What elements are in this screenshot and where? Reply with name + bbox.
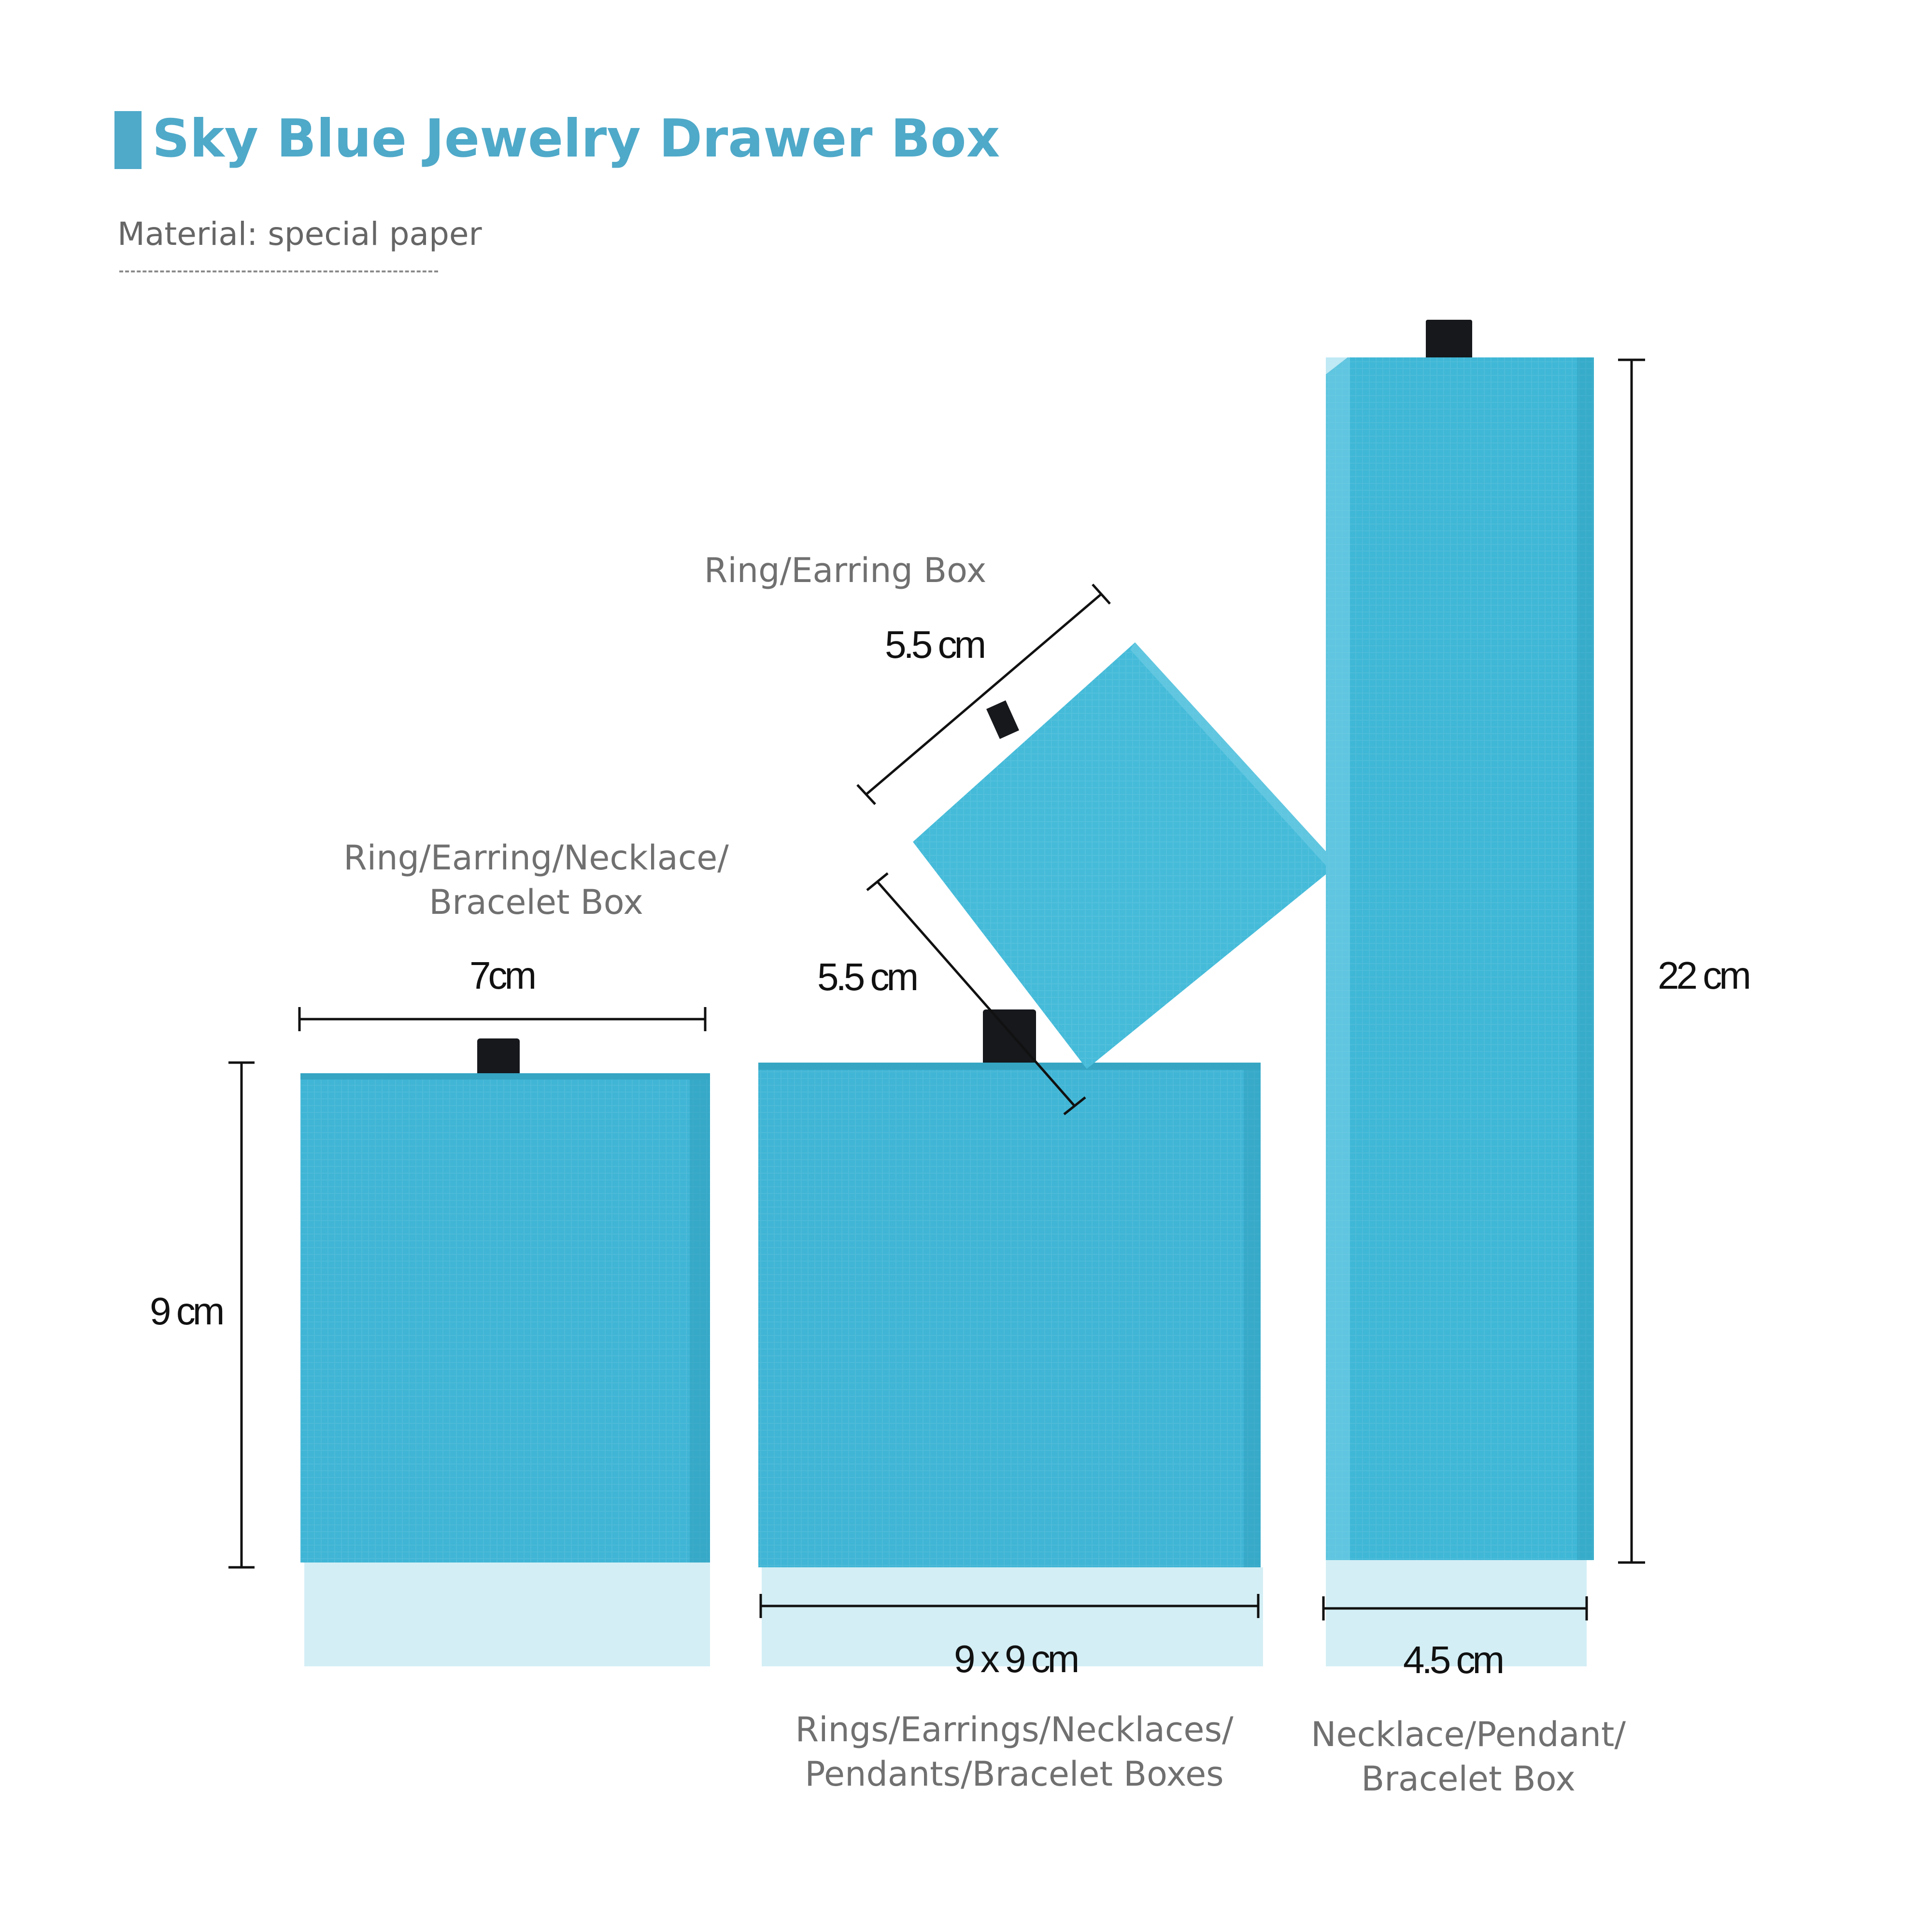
small-box-height-dimension: 9 cm xyxy=(150,1290,225,1333)
material-divider xyxy=(119,270,438,272)
mini-box-width-dimension: 5.5 cm xyxy=(885,623,986,666)
tall-box-width-dimension: 4.5 cm xyxy=(1403,1638,1505,1681)
mini-drawer-box xyxy=(913,642,1338,1069)
square-box-label: Rings/Earrings/Necklaces/ Pendants/Brace… xyxy=(795,1710,1234,1794)
title-accent-bar xyxy=(114,111,142,169)
square-box-size-dimension: 9 x 9 cm xyxy=(954,1637,1080,1680)
small-box-width-dimension: 7cm xyxy=(469,954,537,997)
small-drawer-box xyxy=(300,1038,710,1666)
tall-box-label: Necklace/Pendant/ Bracelet Box xyxy=(1311,1715,1626,1799)
material-text: Material: special paper xyxy=(117,215,482,253)
tall-drawer-box xyxy=(1326,320,1594,1666)
mini-box-depth-dimension: 5.5 cm xyxy=(817,955,919,998)
tall-box-pull-tab xyxy=(1426,320,1472,363)
square-drawer-box xyxy=(758,1009,1263,1666)
small-box-label: Ring/Earring/Necklace/ Bracelet Box xyxy=(343,838,729,922)
mini-box-label: Ring/Earring Box xyxy=(704,551,987,590)
mini-box-pull-tab xyxy=(986,700,1019,739)
page-title: Sky Blue Jewelry Drawer Box xyxy=(152,109,1000,169)
square-box-pull-tab xyxy=(983,1009,1036,1072)
tall-box-height-dimension: 22 cm xyxy=(1658,954,1751,997)
dimension-lines xyxy=(228,358,1645,1620)
